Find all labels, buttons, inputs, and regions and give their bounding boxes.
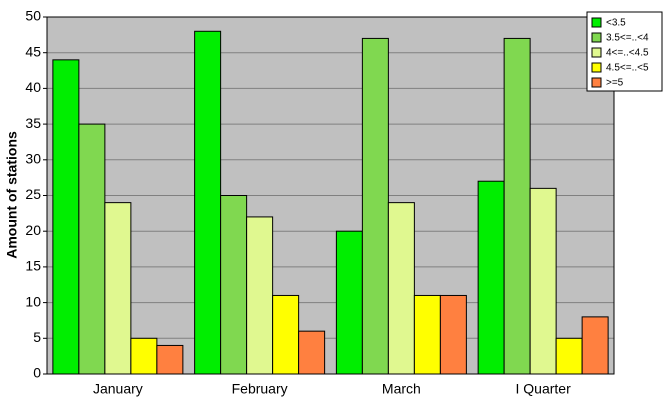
y-tick-label: 45 xyxy=(25,43,41,59)
bar xyxy=(581,316,609,375)
legend-swatch xyxy=(591,17,602,28)
y-tick-label: 50 xyxy=(25,8,41,24)
legend-swatch xyxy=(591,62,602,73)
x-tick-label: February xyxy=(232,381,288,397)
legend-label: <3.5 xyxy=(606,18,626,29)
y-tick-label: 40 xyxy=(25,79,41,95)
bar xyxy=(413,294,441,375)
legend-label: >=5 xyxy=(606,78,624,89)
y-tick-label: 5 xyxy=(33,329,41,345)
bar xyxy=(194,30,222,375)
x-tick-label: March xyxy=(382,381,421,397)
legend-swatch xyxy=(591,47,602,58)
bar xyxy=(130,337,158,375)
bar xyxy=(529,187,557,375)
bar xyxy=(387,202,415,375)
bar xyxy=(298,330,326,375)
y-tick-label: 15 xyxy=(25,258,41,274)
legend-label: 4.5<=..<5 xyxy=(606,63,649,74)
y-tick-label: 30 xyxy=(25,151,41,167)
y-axis-label: Amount of stations xyxy=(4,131,20,259)
y-tick-label: 20 xyxy=(25,222,41,238)
bar xyxy=(246,216,274,375)
x-tick-label: January xyxy=(93,381,143,397)
x-tick-label: I Quarter xyxy=(516,381,572,397)
legend-label: 4<=..<4.5 xyxy=(606,48,649,59)
bar xyxy=(272,294,300,375)
bar xyxy=(52,59,80,375)
bar xyxy=(220,195,248,375)
legend-swatch xyxy=(591,32,602,43)
bar xyxy=(104,202,132,375)
bar xyxy=(156,344,184,375)
y-tick-label: 35 xyxy=(25,115,41,131)
y-tick-label: 25 xyxy=(25,186,41,202)
bar xyxy=(555,337,583,375)
bar xyxy=(335,230,363,375)
bar xyxy=(78,123,106,375)
legend-label: 3.5<=..<4 xyxy=(606,33,649,44)
bar xyxy=(477,180,505,375)
legend: <3.5 3.5<=..<4 4<=..<4.5 4.5<=..<5 >=5 xyxy=(586,11,663,92)
bar xyxy=(503,37,531,375)
y-tick-label: 10 xyxy=(25,293,41,309)
bar xyxy=(439,294,467,375)
plot-border xyxy=(46,16,615,375)
bar xyxy=(361,37,389,375)
legend-swatch xyxy=(591,77,602,88)
y-tick-label: 0 xyxy=(33,365,41,381)
